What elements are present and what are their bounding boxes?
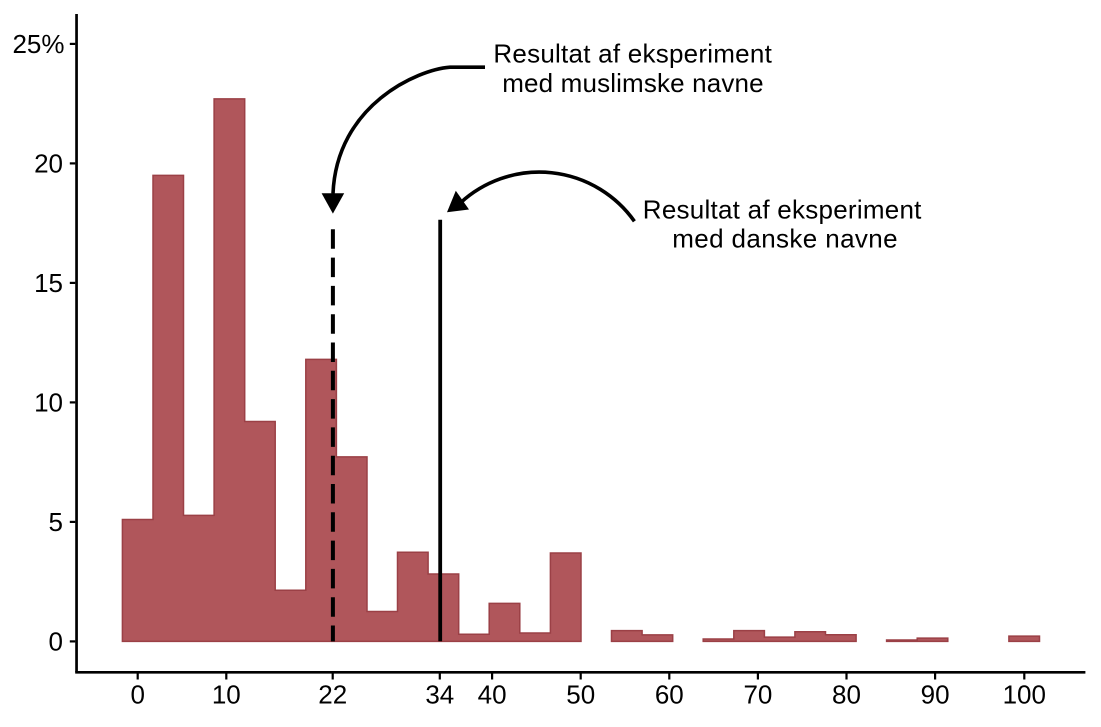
svg-text:0: 0: [49, 627, 63, 657]
svg-text:100: 100: [1003, 679, 1046, 709]
svg-text:15: 15: [34, 268, 63, 298]
svg-text:50: 50: [566, 679, 595, 709]
svg-text:5: 5: [49, 507, 63, 537]
svg-text:med muslimske navne: med muslimske navne: [502, 68, 763, 98]
svg-text:70: 70: [743, 679, 772, 709]
svg-text:40: 40: [478, 679, 507, 709]
svg-text:80: 80: [832, 679, 861, 709]
svg-text:34: 34: [425, 679, 454, 709]
svg-text:Resultat af eksperiment: Resultat af eksperiment: [643, 194, 922, 224]
svg-text:0: 0: [130, 679, 144, 709]
svg-text:25%: 25%: [12, 29, 64, 59]
svg-text:90: 90: [921, 679, 950, 709]
svg-text:Resultat af eksperiment: Resultat af eksperiment: [493, 39, 772, 69]
svg-text:10: 10: [34, 388, 63, 418]
svg-text:60: 60: [655, 679, 684, 709]
svg-text:med danske navne: med danske navne: [672, 224, 897, 254]
svg-text:22: 22: [318, 679, 347, 709]
svg-text:20: 20: [34, 149, 63, 179]
svg-text:10: 10: [212, 679, 241, 709]
